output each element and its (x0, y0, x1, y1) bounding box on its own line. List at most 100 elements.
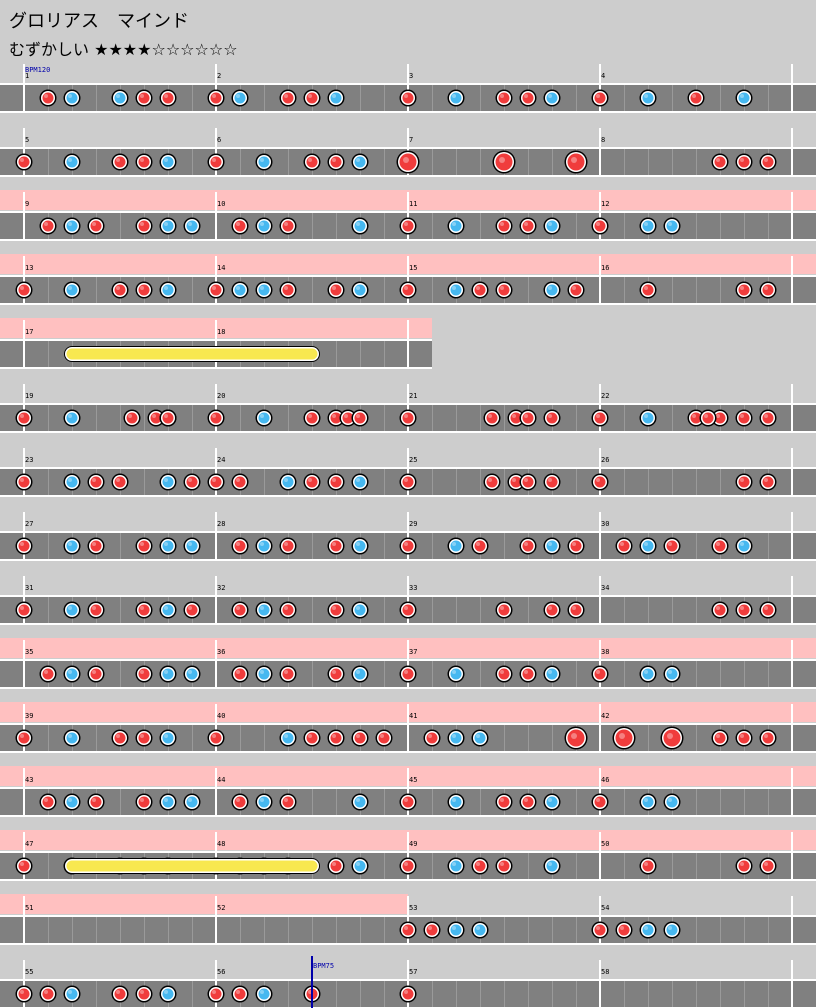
don-note (522, 540, 534, 552)
ka-note (450, 540, 462, 552)
don-note (18, 156, 30, 168)
measure-line (599, 896, 601, 945)
ka-note (642, 412, 654, 424)
don-note (210, 156, 222, 168)
don-note (498, 284, 510, 296)
don-note (474, 860, 486, 872)
don-note (306, 92, 318, 104)
don-note (402, 988, 414, 1000)
don-note (714, 604, 726, 616)
ka-note (234, 92, 246, 104)
don-note (138, 92, 150, 104)
don-note (210, 92, 222, 104)
don-note (234, 668, 246, 680)
don-note (186, 476, 198, 488)
measure-number: 14 (217, 264, 225, 272)
don-note (522, 92, 534, 104)
don-note (138, 604, 150, 616)
don-note (546, 412, 558, 424)
measure-number: 58 (601, 968, 609, 976)
measure-line (599, 128, 601, 177)
ka-note (258, 604, 270, 616)
don-note (138, 156, 150, 168)
don-note (402, 668, 414, 680)
measure-number: 57 (409, 968, 417, 976)
ka-note (546, 220, 558, 232)
ka-note (258, 220, 270, 232)
difficulty-label: むずかしい (9, 40, 90, 59)
measure-number: 45 (409, 776, 417, 784)
don-note (138, 732, 150, 744)
ka-note (258, 668, 270, 680)
measure-number: 9 (25, 200, 29, 208)
don-note (306, 732, 318, 744)
measure-number: 33 (409, 584, 417, 592)
ka-note (258, 156, 270, 168)
don-note (762, 604, 774, 616)
ka-note (354, 284, 366, 296)
ka-note (66, 668, 78, 680)
measure-number: 52 (217, 904, 225, 912)
measure-line (23, 576, 25, 625)
drumroll-note (66, 348, 318, 360)
ka-note (666, 668, 678, 680)
measure-line (791, 640, 793, 689)
measure-line (791, 64, 793, 113)
ka-note (546, 860, 558, 872)
don-note (570, 540, 582, 552)
ka-note (66, 412, 78, 424)
measure-line (215, 512, 217, 561)
measure-number: 32 (217, 584, 225, 592)
measure-number: 53 (409, 904, 417, 912)
measure-number: 2 (217, 72, 221, 80)
don-note (474, 284, 486, 296)
difficulty-line: むずかしい ★★★★☆☆☆☆☆☆ (9, 36, 238, 60)
don-note (162, 92, 174, 104)
bpm-line (311, 956, 313, 1008)
don-note (402, 92, 414, 104)
measure-line (23, 832, 25, 881)
don-note (42, 988, 54, 1000)
ka-note (354, 796, 366, 808)
measure-line (599, 704, 601, 753)
don-note (762, 412, 774, 424)
measure-line (23, 256, 25, 305)
measure-line (599, 256, 601, 305)
don-note (594, 92, 606, 104)
measure-line (23, 384, 25, 433)
ka-note (546, 540, 558, 552)
ka-note (114, 92, 126, 104)
ka-note (642, 92, 654, 104)
ka-note (258, 988, 270, 1000)
measure-number: 50 (601, 840, 609, 848)
ka-note (162, 604, 174, 616)
don-note (714, 540, 726, 552)
measure-line (407, 832, 409, 881)
ka-note (450, 92, 462, 104)
ka-note (162, 476, 174, 488)
measure-number: 46 (601, 776, 609, 784)
don-note (42, 668, 54, 680)
ka-note (66, 604, 78, 616)
measure-number: 10 (217, 200, 225, 208)
ka-note (258, 540, 270, 552)
don-note (594, 412, 606, 424)
measure-line (407, 64, 409, 113)
measure-line (23, 320, 25, 369)
measure-number: 18 (217, 328, 225, 336)
big-don-note (615, 729, 633, 747)
measure-line (407, 384, 409, 433)
don-note (330, 540, 342, 552)
measure-line (407, 448, 409, 497)
measure-line (791, 896, 793, 945)
measure-number: 49 (409, 840, 417, 848)
drumroll-note (66, 860, 318, 872)
don-note (486, 476, 498, 488)
ka-note (186, 796, 198, 808)
ka-note (66, 92, 78, 104)
measure-number: 7 (409, 136, 413, 144)
measure-number: 29 (409, 520, 417, 528)
measure-line (23, 768, 25, 817)
don-note (90, 668, 102, 680)
ka-note (66, 220, 78, 232)
